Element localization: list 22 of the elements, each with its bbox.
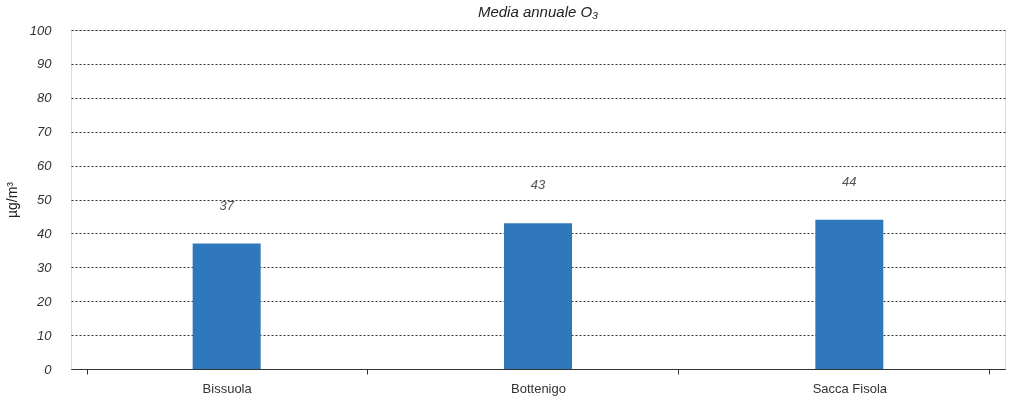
y-tick-label: 70	[37, 124, 53, 140]
chart-title: Media annuale O₃	[477, 3, 599, 20]
data-label: 44	[842, 173, 857, 189]
bar	[504, 223, 572, 369]
y-tick-label: 60	[37, 158, 53, 174]
data-label: 43	[530, 177, 546, 193]
y-axis-title: µg/m³	[3, 181, 20, 219]
y-tick-label: 0	[44, 361, 53, 377]
y-tick-label: 90	[37, 56, 53, 72]
x-tick-label: Sacca Fisola	[812, 380, 888, 396]
y-tick-label: 100	[29, 22, 53, 38]
y-tick-label: 20	[36, 293, 53, 309]
y-tick-label: 80	[37, 90, 53, 106]
y-tick-label: 10	[37, 327, 53, 343]
x-tick-label: Bottenigo	[511, 380, 566, 396]
x-tick-label: Bissuola	[202, 380, 253, 396]
y-tick-label: 50	[37, 192, 53, 207]
bar	[815, 219, 884, 369]
y-tick-label: 40	[37, 225, 53, 241]
data-label: 37	[219, 197, 235, 213]
y-tick-label: 30	[37, 259, 53, 275]
bar	[192, 243, 261, 369]
